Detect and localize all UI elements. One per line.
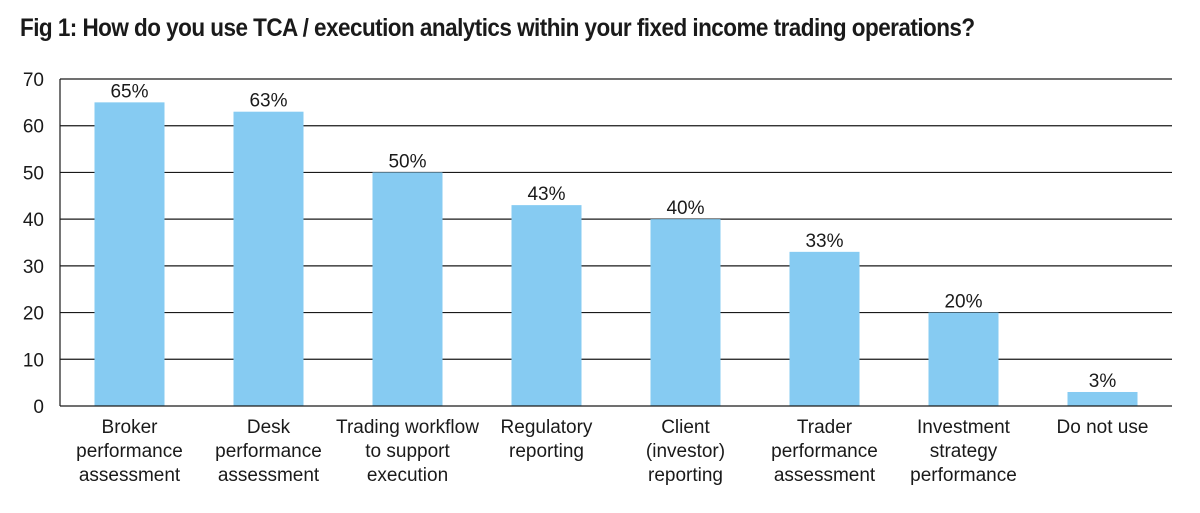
x-tick-label: assessment [79, 465, 181, 486]
bar [789, 251, 860, 406]
x-tick-label: assessment [218, 465, 320, 486]
bar [233, 111, 304, 406]
y-tick-label: 50 [23, 163, 44, 184]
x-tick-label: Trader [797, 417, 853, 438]
bar [650, 219, 721, 406]
x-tick-label: (investor) [646, 441, 725, 462]
y-tick-label: 40 [23, 210, 44, 231]
x-tick-label: Broker [102, 417, 159, 438]
data-label: 65% [110, 81, 148, 102]
y-tick-label: 30 [23, 257, 44, 278]
data-label: 20% [944, 292, 982, 313]
y-tick-label: 60 [23, 117, 44, 138]
x-tick-label: Investment [917, 417, 1011, 438]
data-label: 33% [805, 231, 843, 252]
data-label: 3% [1089, 371, 1117, 392]
chart-title: Fig 1: How do you use TCA / execution an… [20, 14, 975, 42]
bar [372, 172, 443, 406]
x-tick-label: performance [771, 441, 878, 462]
x-tick-label: assessment [774, 465, 876, 486]
y-tick-label: 20 [23, 304, 44, 325]
data-label: 43% [527, 184, 565, 205]
x-tick-label: performance [910, 465, 1017, 486]
x-tick-label: Regulatory [501, 417, 593, 438]
x-tick-label: Trading workflow [336, 417, 479, 438]
y-tick-label: 70 [23, 70, 44, 91]
bar [928, 312, 999, 406]
x-tick-label: execution [367, 465, 448, 486]
gridlines [60, 78, 1172, 360]
x-tick-label: reporting [648, 465, 723, 486]
y-tick-label: 10 [23, 350, 44, 371]
bars [94, 102, 1138, 406]
x-tick-label: strategy [930, 441, 998, 462]
bar [94, 102, 165, 406]
y-tick-label: 0 [33, 397, 44, 418]
data-label: 50% [388, 151, 426, 172]
x-tick-label: performance [215, 441, 322, 462]
labels: 0 10 20 30 40 50 60 70 65% Broker performance asses… [23, 70, 1149, 486]
x-tick-label: Do not use [1057, 417, 1149, 438]
data-label: 40% [666, 198, 704, 219]
x-tick-label: to support [365, 441, 450, 462]
axes [59, 79, 1172, 407]
data-label: 63% [249, 91, 287, 112]
bar [1067, 391, 1138, 406]
x-tick-label: reporting [509, 441, 584, 462]
x-tick-label: Desk [247, 417, 291, 438]
bar [511, 205, 582, 406]
x-tick-label: Client [661, 417, 710, 438]
x-tick-label: performance [76, 441, 183, 462]
